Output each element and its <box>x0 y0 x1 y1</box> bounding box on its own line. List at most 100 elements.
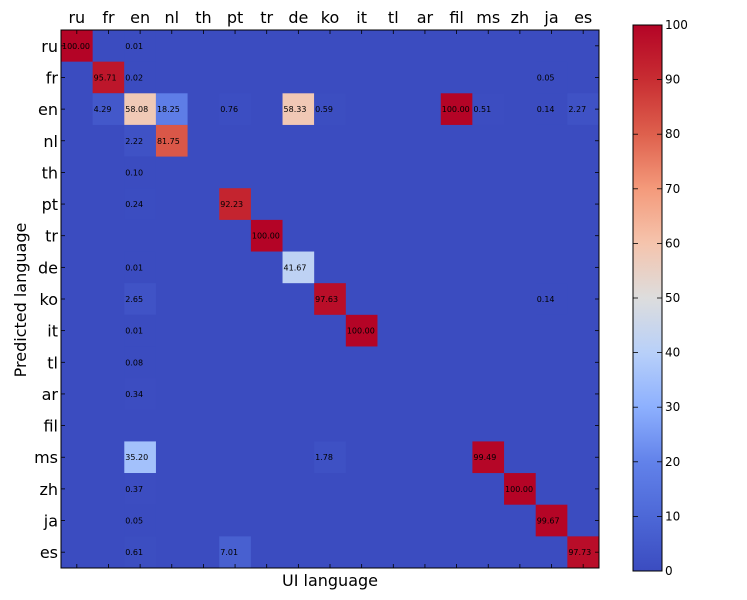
x-tick-label: th <box>195 8 211 27</box>
colorbar-tick-label: 90 <box>665 73 680 87</box>
x-tick-label: ru <box>68 8 85 27</box>
heatmap-cell <box>440 93 473 125</box>
cell-value-label: 2.27 <box>568 105 586 114</box>
cell-value-label: 0.05 <box>537 73 555 82</box>
colorbar-tick-label: 60 <box>665 236 680 250</box>
x-tick-label: nl <box>164 8 179 27</box>
cell-value-label: 0.10 <box>125 168 143 177</box>
x-tick-label: ms <box>476 8 500 27</box>
cell-value-label: 100.00 <box>347 327 375 336</box>
y-axis-title: Predicted language <box>11 223 30 378</box>
plot-area: 100.00 0.01 95.71 0.02 0.05 4.29 58.08 18.25 0.7… <box>60 29 600 569</box>
x-tick-label: it <box>356 8 367 27</box>
cell-value-label: 92.23 <box>220 200 243 209</box>
x-axis-title: UI language <box>282 571 378 590</box>
heatmap-cell <box>155 93 188 125</box>
cell-value-label: 0.24 <box>125 200 143 209</box>
heatmap-cell <box>535 61 568 94</box>
heatmap-cell <box>282 251 315 284</box>
heatmap-cell <box>124 251 156 284</box>
x-tick-label: tl <box>388 8 399 27</box>
heatmap-cell <box>282 93 315 125</box>
y-tick-label: it <box>47 322 58 341</box>
cell-value-label: 99.49 <box>473 453 496 462</box>
heatmap-cell <box>124 30 156 62</box>
heatmap-cell <box>250 219 283 252</box>
cell-value-label: 0.51 <box>473 105 491 114</box>
heatmap-cell <box>124 61 156 94</box>
cell-value-label: 7.01 <box>220 548 238 557</box>
cell-value-label: 2.22 <box>125 137 143 146</box>
y-tick-label: ar <box>42 385 59 404</box>
heatmap-cell <box>92 61 125 94</box>
cell-value-label: 99.67 <box>537 517 560 526</box>
heatmap-cell <box>504 473 536 505</box>
cell-value-label: 100.00 <box>505 485 533 494</box>
heatmap-cell <box>219 93 251 125</box>
y-tick-label: zh <box>39 480 58 499</box>
heatmap-cell <box>124 283 156 315</box>
heatmap-cell <box>535 93 568 125</box>
heatmap-cell <box>124 378 156 410</box>
heatmap-cell <box>535 283 568 315</box>
cell-value-label: 0.37 <box>125 485 143 494</box>
cell-value-label: 35.20 <box>125 453 148 462</box>
heatmap-cell <box>124 314 156 347</box>
cell-value-label: 81.75 <box>157 137 180 146</box>
heatmap-cell <box>124 441 156 474</box>
colorbar-tick-label: 0 <box>665 564 673 578</box>
cell-value-label: 0.01 <box>125 263 143 272</box>
cell-value-label: 97.73 <box>568 548 591 557</box>
colorbar-tick-label: 20 <box>665 455 680 469</box>
heatmap-cell <box>567 536 599 568</box>
cell-value-label: 0.59 <box>315 105 333 114</box>
cell-value-label: 0.08 <box>125 358 143 367</box>
heatmap-cell <box>535 504 568 537</box>
heatmap-cell <box>314 93 346 125</box>
cell-value-label: 41.67 <box>284 263 307 272</box>
heatmap-cell <box>124 124 156 157</box>
cell-value-label: 0.76 <box>220 105 238 114</box>
x-tick-label: en <box>130 8 150 27</box>
colorbar-tick-label: 40 <box>665 346 680 360</box>
x-tick-label: es <box>574 8 592 27</box>
cell-value-label: 58.33 <box>284 105 307 114</box>
colorbar-tick-label: 10 <box>665 509 680 523</box>
y-tick-labels: ru fr en nl th pt tr de ko it tl ar fil ms zh ja es <box>34 37 58 562</box>
heatmap-cell <box>124 93 156 125</box>
heatmap-cell <box>92 93 125 125</box>
x-tick-label: ja <box>543 8 558 27</box>
y-tick-label: nl <box>43 132 58 151</box>
heatmap-cell <box>345 314 378 347</box>
cell-value-label: 4.29 <box>94 105 112 114</box>
heatmap-cell <box>314 441 346 474</box>
y-tick-label: ms <box>34 448 58 467</box>
cell-value-label: 0.01 <box>125 42 143 51</box>
cell-value-label: 18.25 <box>157 105 180 114</box>
heatmap-cell <box>219 188 251 220</box>
x-tick-label: zh <box>511 8 530 27</box>
cell-value-label: 0.02 <box>125 73 143 82</box>
x-tick-label: fr <box>102 8 115 27</box>
colorbar-tick-label: 30 <box>665 400 680 414</box>
x-tick-label: pt <box>227 8 243 27</box>
y-tick-label: ja <box>43 512 58 531</box>
cell-value-label: 0.34 <box>125 390 143 399</box>
heatmap-cell <box>314 283 346 315</box>
heatmap-cell <box>61 30 93 62</box>
heatmap-cell <box>124 536 156 568</box>
y-tick-label: en <box>38 100 58 119</box>
heatmap-cell <box>567 93 599 125</box>
heatmap-cell <box>472 441 505 474</box>
cell-value-label: 0.01 <box>125 327 143 336</box>
y-tick-label: de <box>38 258 58 277</box>
colorbar-tick-label: 70 <box>665 182 680 196</box>
colorbar-tick-label: 50 <box>665 291 680 305</box>
heatmap-cell <box>124 346 156 379</box>
colorbar: 0 10 20 30 40 50 60 70 80 90 100 <box>632 18 688 578</box>
colorbar-tick-label: 100 <box>665 18 688 32</box>
x-tick-label: fil <box>449 8 464 27</box>
x-tick-label: ar <box>417 8 434 27</box>
cell-value-label: 0.14 <box>537 295 555 304</box>
y-tick-label: ko <box>40 290 58 309</box>
